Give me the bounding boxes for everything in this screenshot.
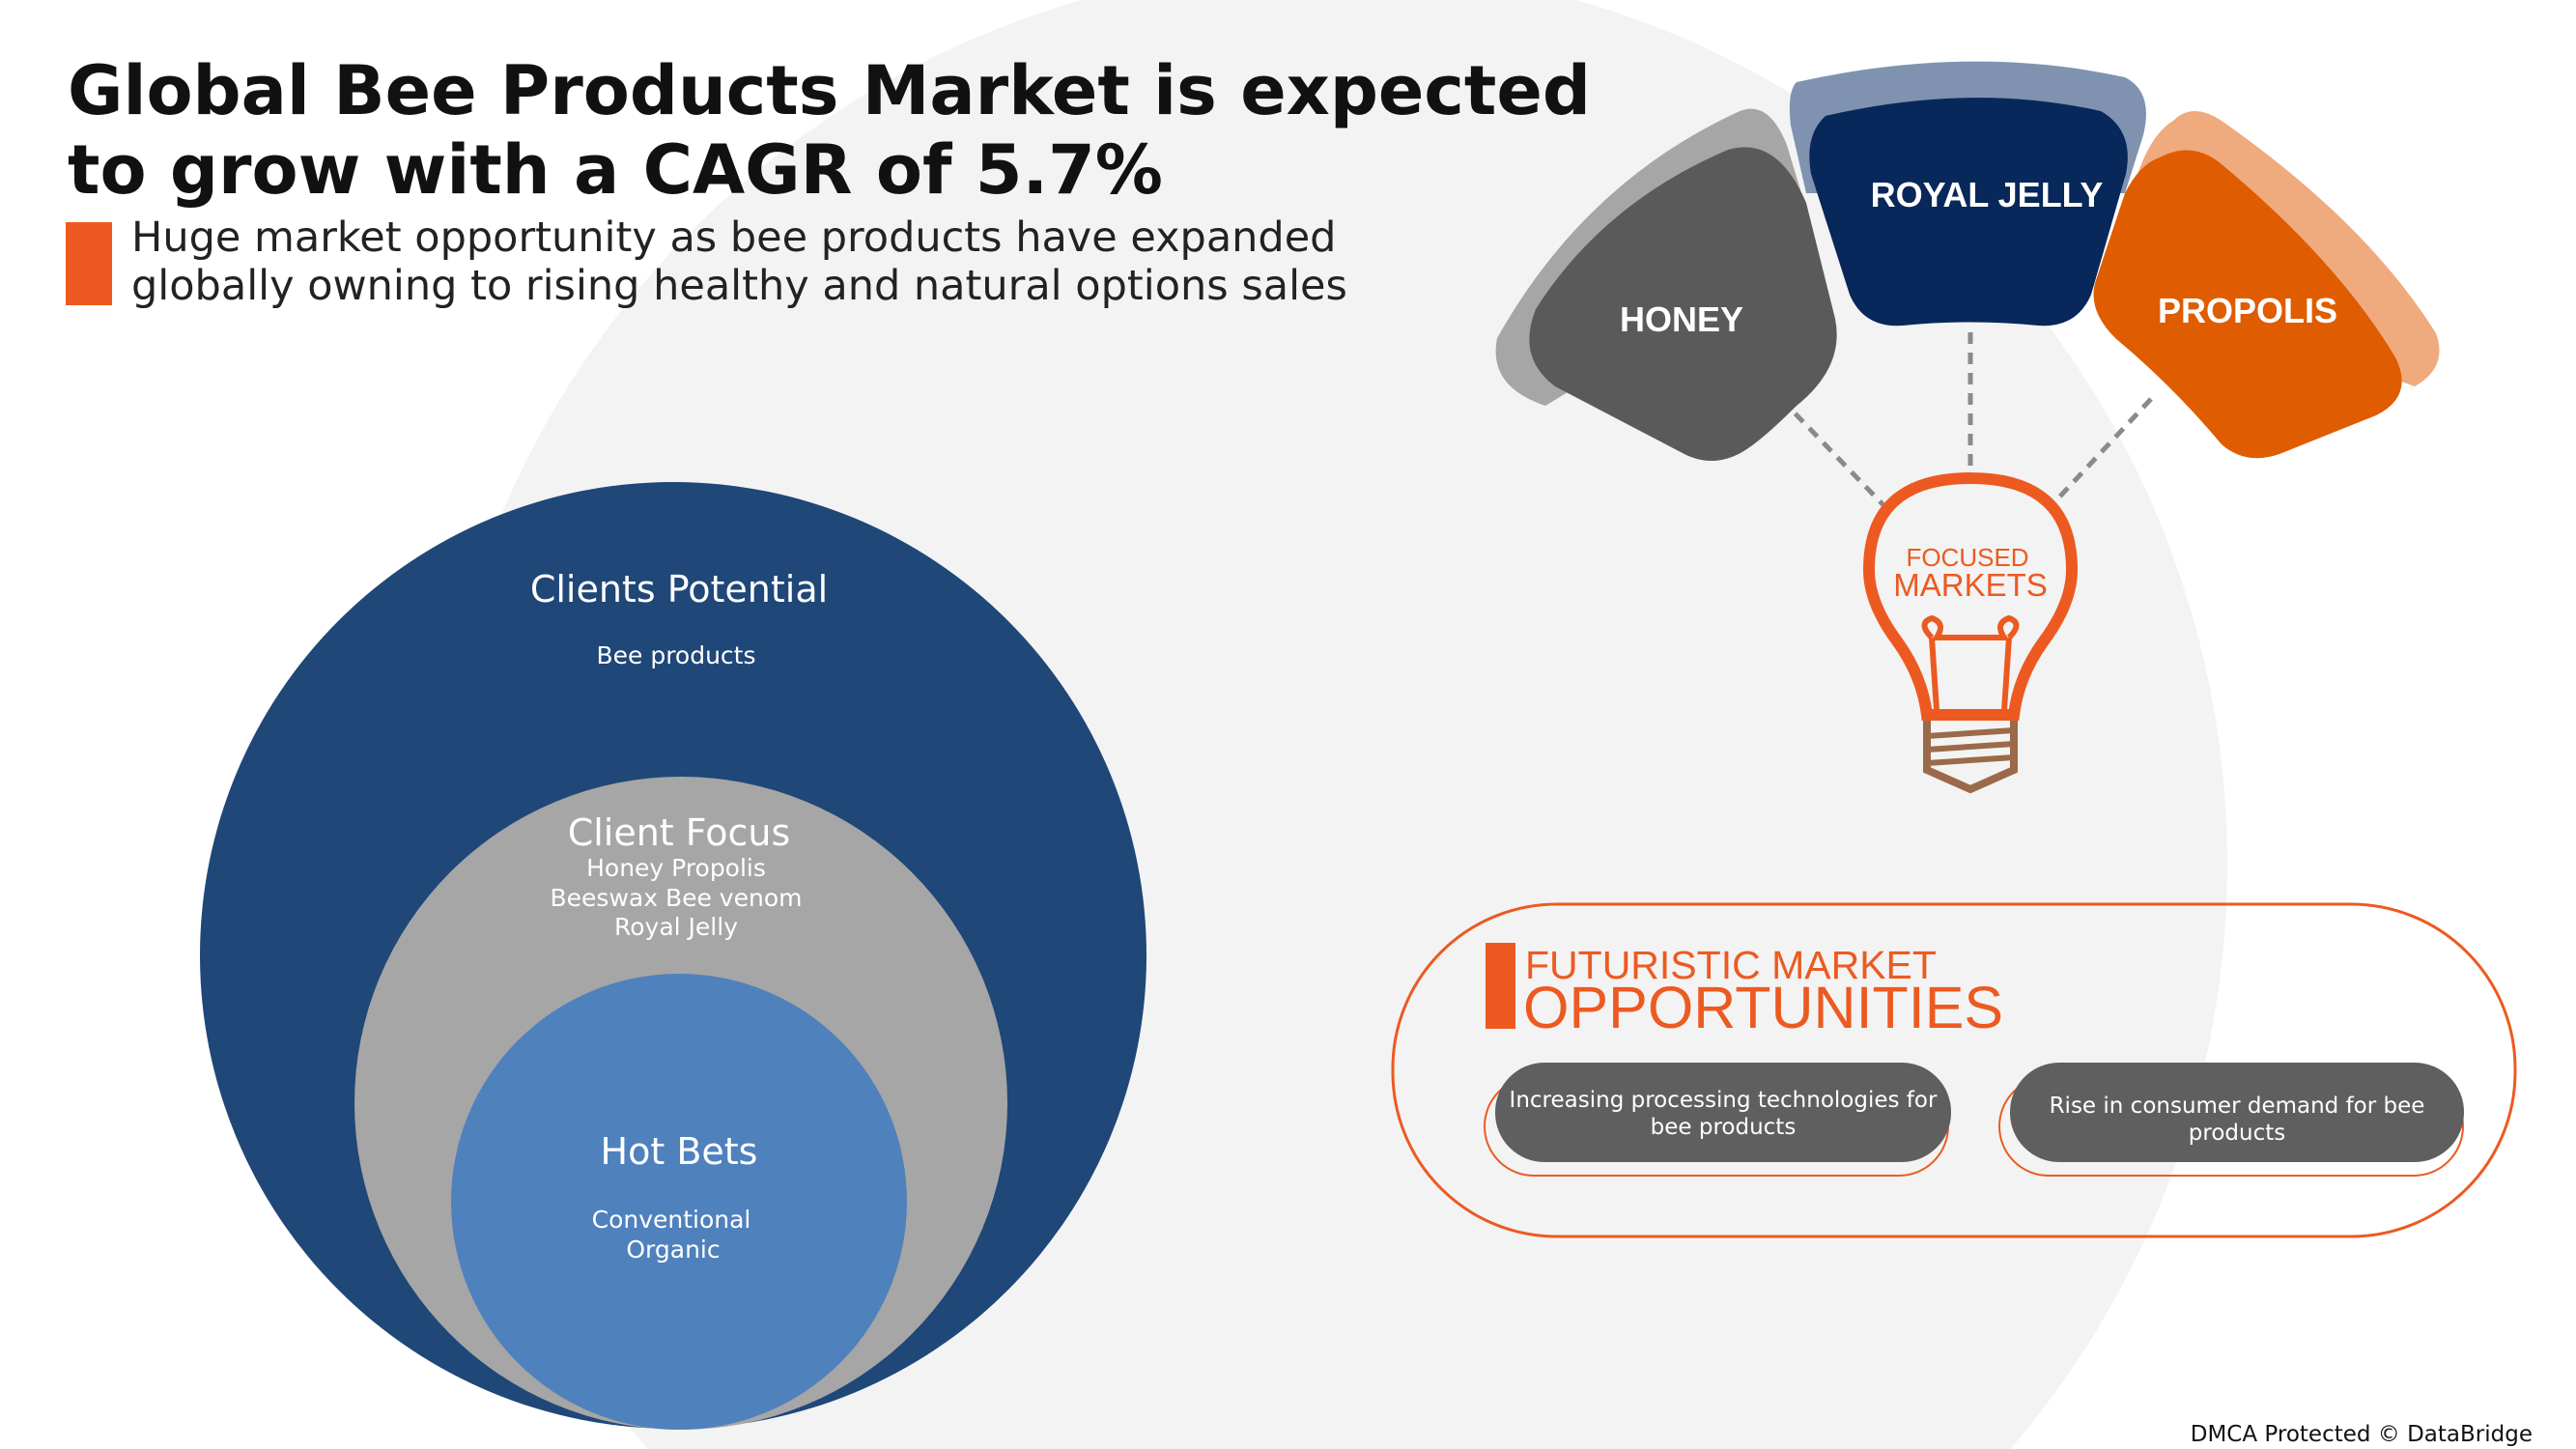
client-focus-item: Royal Jelly xyxy=(614,913,738,941)
opportunity-pill: Rise in consumer demand for bee products xyxy=(1998,1063,2464,1177)
opportunity-text-line-1: Rise in consumer demand for bee xyxy=(2050,1094,2425,1119)
opportunities-box xyxy=(1391,902,2517,1238)
bulb-label-line-2: MARKETS xyxy=(1893,567,2048,603)
petal-honey: HONEY xyxy=(1495,108,1837,462)
opportunities-title-line-1: FUTURISTIC MARKET xyxy=(1525,943,1937,987)
connector-honey xyxy=(1779,397,1887,509)
petal-royal-jelly: ROYAL JELLY xyxy=(1789,61,2146,327)
subtitle-line-1: Huge market opportunity as bee products … xyxy=(131,213,1336,262)
opportunity-pill: Increasing processing technologies for b… xyxy=(1484,1063,1951,1177)
petal-propolis: PROPOLIS xyxy=(2093,111,2440,459)
lightbulb-icon xyxy=(1862,471,2079,794)
petal-label-propolis: PROPOLIS xyxy=(2158,291,2337,330)
hot-bets-title: Hot Bets xyxy=(601,1130,758,1173)
title-line-1: Global Bee Products Market is expected xyxy=(68,51,1591,130)
copyright-text: DMCA Protected © DataBridge xyxy=(2191,1422,2533,1447)
petal-label-royal-jelly: ROYAL JELLY xyxy=(1871,175,2104,214)
connector-propolis xyxy=(2053,397,2153,503)
title-line-2: to grow with a CAGR of 5.7% xyxy=(68,130,1163,210)
client-focus-item: Honey Propolis xyxy=(586,854,766,882)
opportunity-text-line-1: Increasing processing technologies for xyxy=(1510,1088,1938,1113)
opportunity-text-line-2: products xyxy=(2189,1121,2285,1146)
hot-bets-item: Organic xyxy=(626,1236,720,1264)
clients-potential-item: Bee products xyxy=(596,641,755,669)
subtitle-accent-bar xyxy=(66,222,112,305)
hot-bets-circle xyxy=(451,974,907,1430)
clients-potential-title: Clients Potential xyxy=(530,568,828,611)
opportunity-text-line-2: bee products xyxy=(1651,1115,1797,1140)
client-focus-item: Beeswax Bee venom xyxy=(551,884,803,912)
hot-bets-item: Conventional xyxy=(592,1206,751,1234)
opportunities-accent-bar xyxy=(1486,943,1515,1029)
opportunities-title-line-2: OPPORTUNITIES xyxy=(1523,975,2003,1040)
bulb-label-line-1: FOCUSED xyxy=(1906,543,2028,572)
petal-label-honey: HONEY xyxy=(1620,299,1743,339)
subtitle-line-2: globally owning to rising healthy and na… xyxy=(131,262,1347,310)
client-focus-title: Client Focus xyxy=(568,811,791,854)
